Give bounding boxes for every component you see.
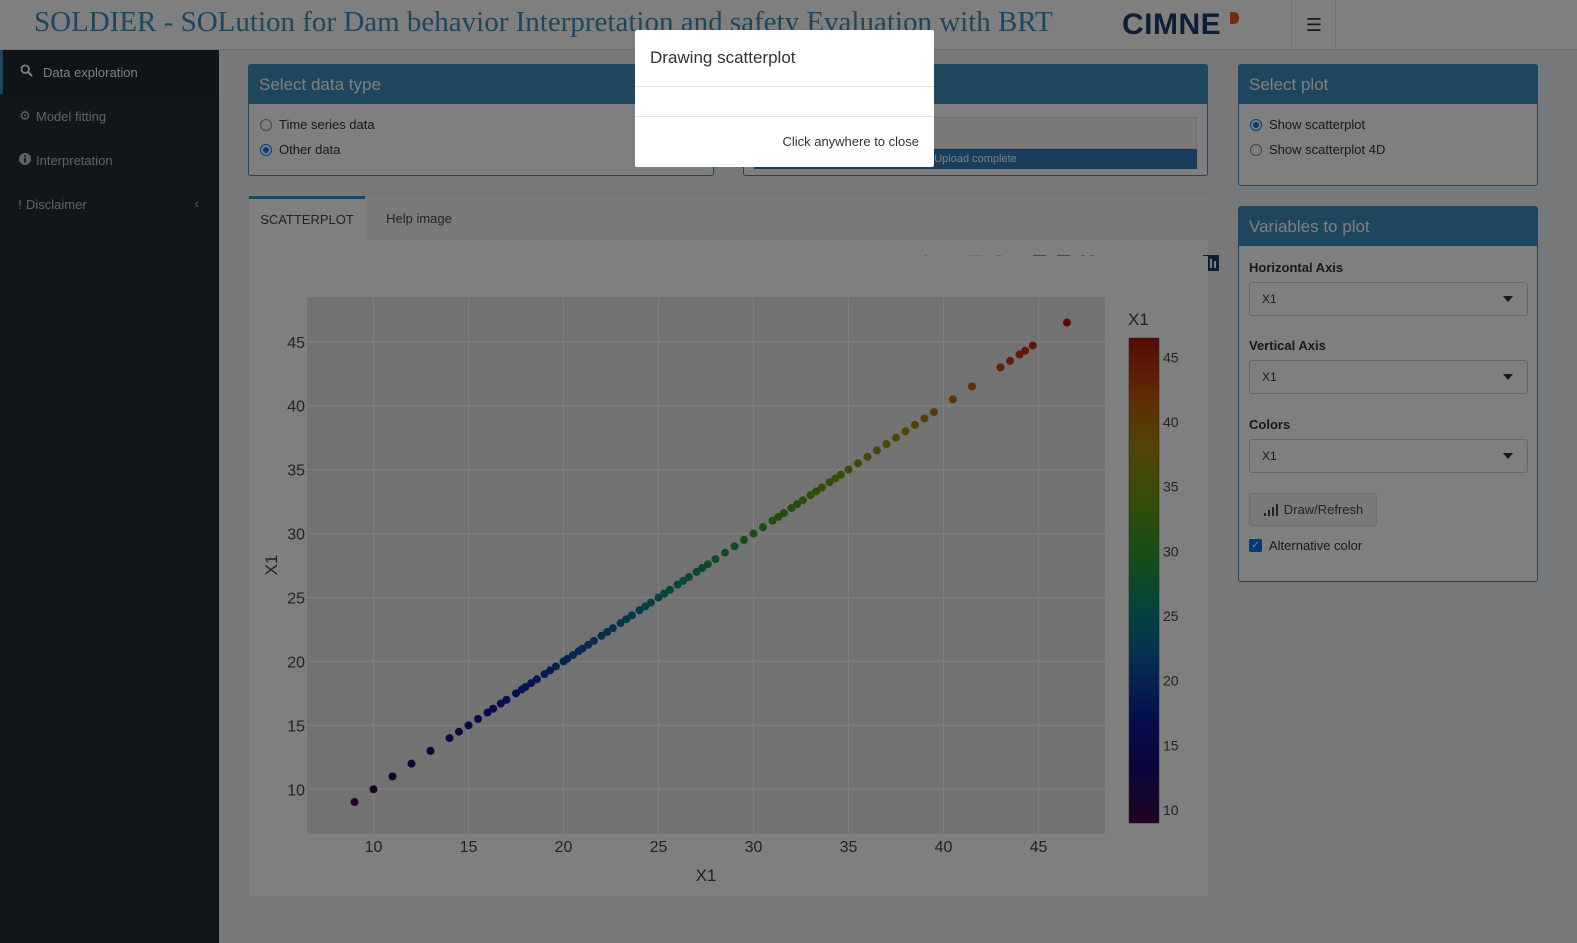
modal-title: Drawing scatterplot (650, 48, 796, 67)
modal-divider (635, 116, 934, 117)
modal-divider (635, 86, 934, 87)
drawing-modal[interactable]: Drawing scatterplot Click anywhere to cl… (635, 30, 934, 167)
modal-footer-text: Click anywhere to close (782, 134, 919, 149)
